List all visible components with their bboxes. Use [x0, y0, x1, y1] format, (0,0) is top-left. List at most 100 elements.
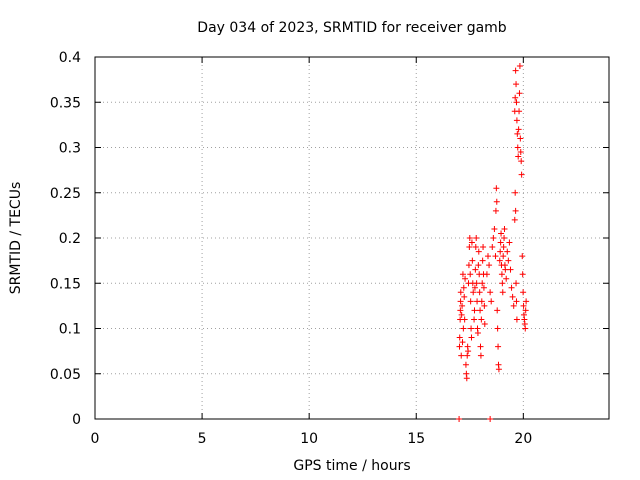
data-point [462, 275, 469, 282]
data-point [472, 244, 479, 251]
data-point [516, 108, 523, 115]
data-point [488, 298, 495, 305]
data-point [501, 235, 508, 241]
data-point [499, 280, 506, 287]
data-point [459, 339, 466, 346]
y-tick-label: 0.2 [59, 231, 81, 247]
data-point [477, 307, 484, 314]
data-point [483, 271, 490, 278]
data-point [512, 189, 519, 196]
x-tick-label: 20 [514, 431, 532, 447]
data-point [457, 307, 464, 314]
data-point [498, 271, 505, 278]
data-point [460, 284, 467, 291]
y-tick-label: 0.1 [59, 322, 81, 338]
data-point [459, 302, 466, 309]
data-point [517, 135, 524, 142]
data-point [487, 416, 494, 422]
data-point [481, 320, 488, 327]
axis-ticks: 0 0.05 0.1 0.15 0.2 0.25 0.3 0.35 0.4 0 5 10 15 20 [50, 50, 609, 447]
data-point [500, 244, 507, 251]
grid-lines [95, 57, 609, 419]
data-point [480, 244, 487, 251]
data-point [498, 230, 505, 237]
data-point [458, 352, 465, 359]
data-point [471, 284, 478, 291]
data-point [492, 253, 499, 260]
data-point [476, 289, 483, 296]
data-point [465, 262, 472, 269]
data-point [501, 225, 508, 232]
data-point [492, 207, 499, 214]
data-point [462, 361, 469, 368]
data-point [489, 244, 496, 251]
data-point [457, 289, 464, 296]
data-point [510, 302, 517, 309]
data-point [522, 307, 529, 314]
data-point [522, 325, 529, 332]
data-point [519, 271, 526, 278]
data-point [468, 325, 475, 332]
data-point [460, 325, 467, 332]
chart-title: Day 034 of 2023, SRMTID for receiver gam… [197, 20, 507, 36]
data-point [511, 216, 518, 223]
data-point [463, 375, 470, 382]
data-point [465, 348, 472, 355]
data-point [506, 239, 513, 246]
data-point [470, 289, 477, 296]
data-point [520, 289, 527, 296]
x-tick-label: 15 [407, 431, 425, 447]
data-point [461, 293, 468, 300]
data-point [474, 330, 481, 337]
data-point [520, 302, 527, 309]
data-point [484, 253, 491, 260]
data-points [456, 63, 530, 422]
data-point [468, 334, 475, 341]
y-tick-label: 0.35 [50, 95, 81, 111]
data-point [516, 90, 523, 97]
data-point [473, 235, 480, 241]
y-tick-label: 0.4 [59, 50, 81, 66]
data-point [504, 248, 511, 255]
data-point [513, 81, 520, 88]
data-point [458, 311, 465, 318]
data-point [477, 343, 484, 350]
data-point [517, 149, 524, 156]
data-point [497, 248, 504, 255]
data-point [477, 352, 484, 359]
data-point [469, 257, 476, 264]
data-point [456, 416, 463, 422]
y-axis-label: SRMTID / TECUs [8, 182, 24, 295]
y-tick-label: 0 [72, 412, 81, 428]
data-point [507, 266, 514, 273]
data-point [471, 307, 478, 314]
data-point [496, 257, 503, 264]
data-point [472, 266, 479, 273]
data-point [519, 253, 526, 260]
x-tick-label: 10 [300, 431, 318, 447]
data-point [494, 325, 501, 332]
data-point [473, 280, 480, 287]
y-tick-label: 0.25 [50, 186, 81, 202]
data-point [505, 257, 512, 264]
x-tick-label: 5 [198, 431, 207, 447]
data-point [479, 257, 486, 264]
data-point [509, 293, 516, 300]
data-point [478, 316, 485, 323]
data-point [464, 352, 471, 359]
data-point [494, 307, 501, 314]
data-point [518, 171, 525, 178]
data-point [512, 207, 519, 214]
y-tick-label: 0.15 [50, 276, 81, 292]
data-point [495, 343, 502, 350]
data-point [480, 284, 487, 291]
data-point [516, 63, 523, 70]
data-point [513, 298, 520, 305]
data-point [479, 280, 486, 287]
y-tick-label: 0.3 [59, 141, 81, 157]
x-tick-label: 0 [91, 431, 100, 447]
data-point [475, 248, 482, 255]
data-point [457, 298, 464, 305]
data-point [493, 198, 500, 205]
x-axis-label: GPS time / hours [293, 458, 410, 474]
